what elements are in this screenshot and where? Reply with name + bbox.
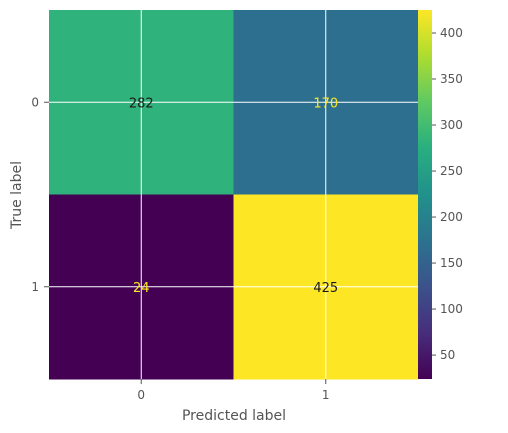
colorbar-tick-label-6: 350 xyxy=(440,72,463,86)
y-axis: 01 xyxy=(31,95,49,294)
grid-lines xyxy=(49,10,418,379)
y-tick-label-0: 0 xyxy=(31,95,39,109)
cell-value-1-1: 425 xyxy=(313,281,338,296)
colorbar-tick-label-1: 100 xyxy=(440,302,463,316)
colorbar-tick-label-0: 50 xyxy=(440,348,455,362)
cell-value-1-0: 24 xyxy=(133,281,150,296)
colorbar-tick-label-4: 250 xyxy=(440,164,463,178)
x-tick-label-0: 0 xyxy=(137,388,145,402)
colorbar: 50 100 150 200 250 300 350 400 xyxy=(418,10,463,379)
y-tick-label-1: 1 xyxy=(31,280,39,294)
colorbar-tick-label-3: 200 xyxy=(440,210,463,224)
colorbar-tick-label-2: 150 xyxy=(440,256,463,270)
colorbar-gradient xyxy=(418,10,432,379)
x-axis-label: Predicted label xyxy=(182,408,286,424)
y-axis-label: True label xyxy=(9,161,25,230)
matrix-cells xyxy=(49,10,419,380)
colorbar-tick-label-5: 300 xyxy=(440,118,463,132)
cell-value-0-0: 282 xyxy=(129,96,154,111)
x-tick-label-1: 1 xyxy=(322,388,330,402)
cell-value-0-1: 170 xyxy=(313,96,338,111)
colorbar-tick-label-7: 400 xyxy=(440,26,463,40)
cell-value-labels: 282 170 24 425 xyxy=(129,96,338,296)
